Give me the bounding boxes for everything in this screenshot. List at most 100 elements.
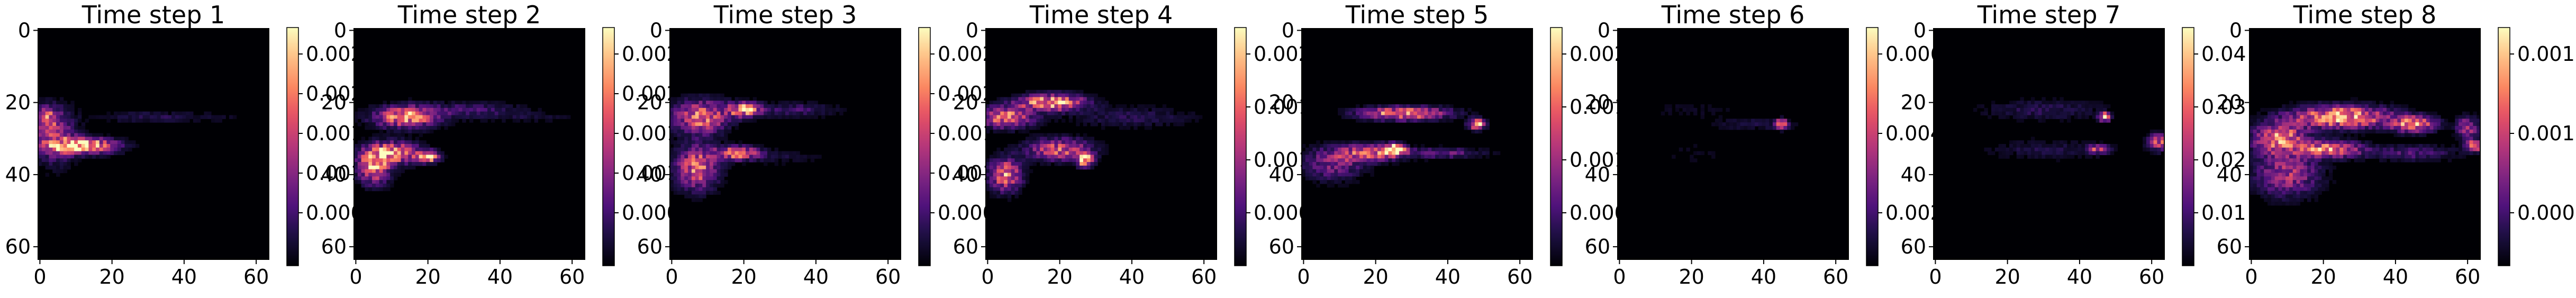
heatmap-cell [2401, 115, 2405, 119]
heatmap-cell [728, 97, 732, 101]
heatmap-cell [386, 162, 391, 166]
heatmap-cell [412, 115, 416, 119]
heatmap-cell [383, 101, 387, 105]
heatmap-cell [422, 115, 427, 119]
heatmap-cell [1076, 89, 1080, 94]
heatmap-cell [164, 111, 168, 116]
heatmap-cell [839, 111, 843, 116]
heatmap-cell [1144, 115, 1149, 119]
heatmap-cell [2441, 147, 2445, 152]
heatmap-cell [2282, 173, 2286, 177]
heatmap-cell [2250, 187, 2254, 192]
heatmap-cell [996, 155, 1001, 159]
heatmap-cell [2321, 107, 2326, 112]
heatmap-cell [451, 122, 456, 127]
heatmap-cell [512, 119, 517, 123]
heatmap-cell [1747, 122, 1752, 127]
heatmap-cell [706, 155, 710, 159]
heatmap-cell [1341, 183, 1346, 188]
heatmap-cell [157, 111, 161, 116]
heatmap-cell [2462, 137, 2466, 141]
heatmap-cell [1166, 122, 1171, 127]
heatmap-cell [1428, 107, 1432, 112]
heatmap-cell [1062, 151, 1066, 156]
heatmap-cell [67, 137, 71, 141]
heatmap-cell [365, 158, 369, 162]
heatmap-cell [1384, 162, 1389, 166]
heatmap-cell [806, 115, 811, 119]
heatmap-cell [2314, 147, 2319, 152]
heatmap-cell [1162, 115, 1167, 119]
heatmap-cell [383, 119, 387, 123]
heatmap-cell [393, 147, 398, 152]
heatmap-cell [2350, 151, 2355, 156]
heatmap-cell [2256, 122, 2261, 127]
heatmap-cell [361, 147, 366, 152]
heatmap-cell [2157, 151, 2161, 156]
heatmap-cell [1094, 162, 1098, 166]
heatmap-cell [426, 107, 430, 112]
heatmap-cell [2462, 155, 2466, 159]
heatmap-cell [1715, 119, 1719, 123]
heatmap-cell [2477, 129, 2481, 134]
heatmap-cell [1316, 144, 1320, 148]
heatmap-cell [2307, 173, 2311, 177]
heatmap-cell [1144, 122, 1149, 127]
heatmap-cell [695, 165, 700, 170]
heatmap-cell [368, 151, 373, 156]
heatmap-cell [782, 101, 786, 105]
heatmap-cell [1054, 93, 1058, 98]
heatmap-cell [1449, 119, 1454, 123]
heatmap-cell [785, 151, 790, 156]
heatmap-cell [814, 101, 818, 105]
heatmap-cell [1076, 104, 1080, 109]
heatmap-cell [2379, 101, 2383, 105]
heatmap-cell [397, 155, 402, 159]
heatmap-cell [41, 104, 46, 109]
heatmap-cell [1363, 151, 1367, 156]
heatmap-cell [1413, 155, 1418, 159]
heatmap-cell [2397, 122, 2401, 127]
heatmap-cell [2016, 147, 2021, 152]
heatmap-cell [2346, 122, 2351, 127]
heatmap-cell [1080, 97, 1084, 101]
heatmap-cell [2264, 173, 2268, 177]
heatmap-cell [448, 119, 452, 123]
heatmap-cell [430, 129, 434, 134]
heatmap-cell [1381, 119, 1385, 123]
heatmap-cell [45, 125, 50, 130]
heatmap-cell [2034, 115, 2039, 119]
heatmap-cell [2379, 122, 2383, 127]
heatmap-cell [1406, 155, 1410, 159]
heatmap-cell [2285, 107, 2290, 112]
heatmap-cell [1446, 115, 1450, 119]
heatmap-cell [2397, 158, 2401, 162]
heatmap-cell [2267, 147, 2272, 152]
heatmap-cell [49, 140, 53, 145]
heatmap-cell [393, 140, 398, 145]
heatmap-cell [2078, 101, 2082, 105]
heatmap-cell [2368, 144, 2373, 148]
heatmap-cell [390, 129, 394, 134]
heatmap-cell [372, 144, 376, 148]
heatmap-cell [2153, 133, 2157, 137]
heatmap-cell [38, 129, 42, 134]
heatmap-cell [2274, 122, 2279, 127]
heatmap-cell [2289, 104, 2293, 109]
heatmap-cell [1014, 173, 1019, 177]
heatmap-cell [2390, 151, 2394, 156]
heatmap-cell [1000, 187, 1004, 192]
heatmap-cell [383, 151, 387, 156]
heatmap-cell [1348, 151, 1353, 156]
heatmap-cell [2423, 115, 2427, 119]
heatmap-cell [1086, 93, 1091, 98]
heatmap-cell [731, 162, 736, 166]
heatmap-cell [1004, 111, 1008, 116]
heatmap-cell [1032, 89, 1037, 94]
heatmap-cell [681, 140, 685, 145]
heatmap-cell [2307, 122, 2311, 127]
heatmap-cell [1377, 158, 1382, 162]
heatmap-cell [404, 122, 409, 127]
heatmap-cell [415, 140, 420, 145]
heatmap-cell [728, 144, 732, 148]
